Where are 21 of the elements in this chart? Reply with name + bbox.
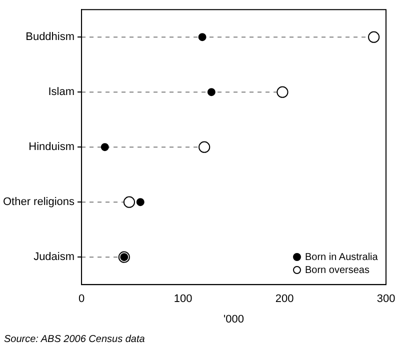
x-tick-label: 0 <box>78 293 85 306</box>
y-tick-label: Buddhism <box>26 31 75 44</box>
point <box>100 143 109 152</box>
point <box>123 196 136 208</box>
point <box>198 141 210 153</box>
legend-label: Born in Australia <box>304 250 378 264</box>
x-axis-title: '000 <box>224 313 244 326</box>
x-tick-label: 300 <box>376 293 396 306</box>
point <box>368 31 380 43</box>
y-tick-label: Islam <box>48 86 75 98</box>
x-tick-label: 100 <box>174 293 192 306</box>
y-tick-label: Judaism <box>34 251 75 264</box>
point <box>136 198 144 206</box>
y-tick-label: Other religions <box>2 196 76 208</box>
y-tick-label: Hinduism <box>28 141 75 154</box>
legend-label: Born overseas <box>304 264 370 277</box>
point <box>198 33 206 42</box>
point <box>207 88 216 96</box>
source-note: Source: ABS 2006 Census data <box>4 334 145 345</box>
point <box>276 86 288 98</box>
x-tick-label: 200 <box>275 293 294 306</box>
